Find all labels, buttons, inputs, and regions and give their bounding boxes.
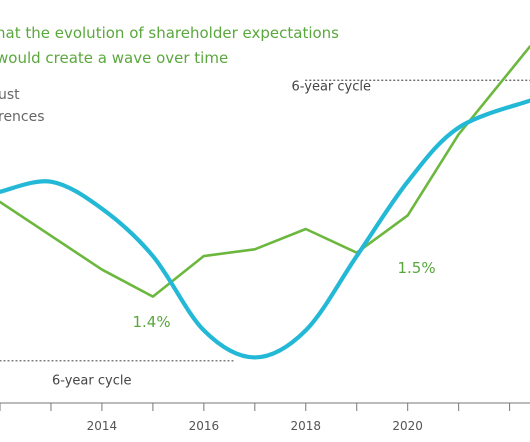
- cycle-lines-group: [0, 79, 530, 362]
- legend-label-line-1: ust: [0, 87, 20, 103]
- value-label-3: 1.5%: [398, 259, 436, 277]
- legend-label-line-2: rences: [0, 109, 45, 125]
- x-tick-label-2016: 2016: [189, 419, 220, 433]
- cycle-label-0: 6-year cycle: [292, 79, 371, 94]
- x-tick-label-2018: 2018: [290, 419, 321, 433]
- cycle-label-1: 6-year cycle: [52, 373, 131, 388]
- series-line-1: [0, 98, 530, 360]
- chart-title-line-1: hat the evolution of shareholder expecta…: [0, 24, 339, 42]
- chart-title-line-2: would create a wave over time: [0, 49, 229, 67]
- series-line-0: [0, 45, 530, 298]
- annotations-group: 6-year cycle 6-year cycle 1.4% 1.5%: [52, 79, 436, 388]
- x-tick-label-2020: 2020: [392, 419, 423, 433]
- series-group: [0, 45, 530, 360]
- value-label-2: 1.4%: [133, 313, 171, 331]
- x-tick-label-2014: 2014: [87, 419, 118, 433]
- x-ticks-group: 2014 2016 2018 2020: [0, 403, 511, 433]
